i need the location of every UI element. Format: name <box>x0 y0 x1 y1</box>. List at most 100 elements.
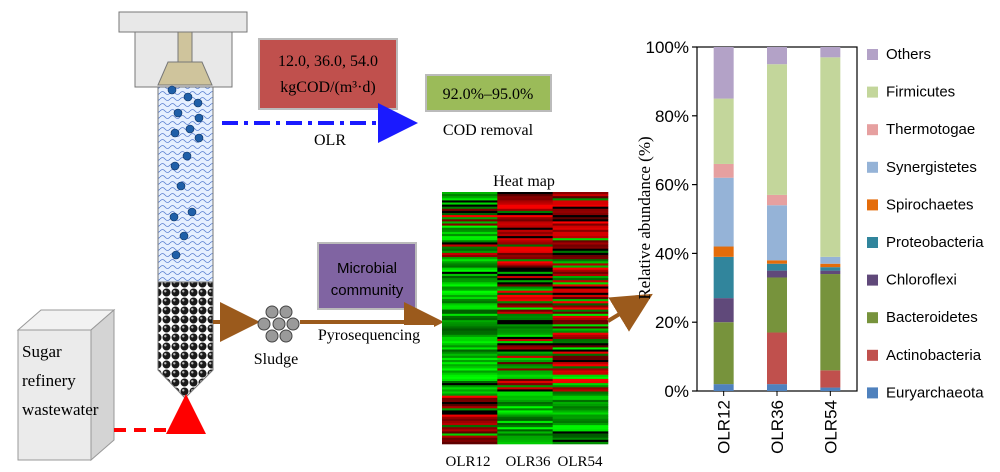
heatmap-cell <box>552 364 609 367</box>
heatmap-cell <box>552 366 609 369</box>
heatmap-cell <box>442 284 498 287</box>
heatmap-cell <box>442 225 498 228</box>
heatmap-cell <box>552 225 609 228</box>
bar-segment-spirochaetes-olr54 <box>820 263 841 268</box>
heatmap-cell <box>552 416 609 420</box>
heatmap-cell <box>552 271 609 275</box>
heatmap-cell <box>442 433 498 436</box>
heatmap-cell <box>497 378 553 382</box>
heatmap-cell <box>497 393 553 396</box>
heatmap-cell <box>497 326 553 329</box>
heatmap-cell <box>497 280 553 283</box>
heatmap-cell <box>442 414 498 417</box>
heatmap-cell <box>442 385 498 388</box>
heatmap-cell <box>442 351 498 354</box>
heatmap-cell <box>442 257 498 260</box>
heatmap-cell <box>442 252 498 256</box>
heatmap-cell <box>552 341 609 344</box>
gas-separator-hood <box>157 61 213 86</box>
y-tick-label: 0% <box>664 382 689 401</box>
wastewater-label-line1: Sugar <box>22 342 62 361</box>
heatmap-cell <box>552 223 609 226</box>
heatmap-cell <box>442 418 498 422</box>
heatmap-cell <box>497 322 553 325</box>
heatmap-cell <box>552 276 609 279</box>
heatmap-cell <box>442 320 498 323</box>
heatmap-cell <box>442 374 498 378</box>
heatmap-cell <box>552 435 609 438</box>
heatmap-cell <box>442 437 498 441</box>
legend-swatch-firmicutes <box>867 86 878 98</box>
heatmap-cell <box>497 383 553 386</box>
x-tick-label-olr12: OLR12 <box>715 400 734 454</box>
heatmap-cell <box>442 223 498 226</box>
heatmap-cell <box>442 303 498 306</box>
heatmap-cell <box>442 219 498 222</box>
olr-label: OLR <box>314 132 346 149</box>
heatmap-cell <box>442 244 498 247</box>
pyrosequencing-label-bg <box>306 325 434 345</box>
heatmap-title: Heat map <box>493 173 555 190</box>
sludge-bed <box>157 281 214 399</box>
heatmap-cell <box>552 267 609 270</box>
heatmap-cell <box>497 204 553 207</box>
heatmap-cell <box>497 278 553 281</box>
heatmap-cell <box>497 408 553 411</box>
heatmap-cell <box>442 439 498 443</box>
heatmap-cell <box>552 280 609 283</box>
heatmap-cell <box>442 238 498 241</box>
heatmap-cell <box>497 219 553 222</box>
legend-swatch-bacteroidetes <box>867 312 878 324</box>
legend-swatch-synergistetes <box>867 161 878 173</box>
heatmap-cell <box>497 297 553 300</box>
heatmap-cell <box>497 370 553 373</box>
heatmap-cell <box>552 441 609 445</box>
heatmap-cell <box>442 402 498 405</box>
heatmap-cell <box>552 286 609 289</box>
heatmap-cell <box>442 261 498 264</box>
heatmap-cell <box>497 368 553 371</box>
heatmap-cell <box>552 349 609 352</box>
heatmap-cell <box>497 324 553 327</box>
heatmap-cell <box>552 389 609 392</box>
heatmap-cell <box>442 311 498 315</box>
legend-label-proteobacteria: Proteobacteria <box>886 234 984 251</box>
heatmap-cell <box>442 357 498 361</box>
heatmap-cell <box>442 362 498 365</box>
heatmap-cell <box>497 307 553 310</box>
heatmap-cell <box>552 309 609 312</box>
heatmap-cell <box>442 326 498 329</box>
heatmap-cell <box>552 263 609 266</box>
heatmap-cell <box>497 320 553 323</box>
heatmap-cell <box>552 334 609 338</box>
heatmap-cell <box>552 418 609 422</box>
heatmap-cell <box>442 324 498 327</box>
bar-segment-spirochaetes-olr36 <box>767 260 787 264</box>
heatmap-cell <box>552 322 609 325</box>
heatmap-cell <box>552 248 609 252</box>
microbial-box-line1: Microbial <box>337 260 397 277</box>
heatmap-cell <box>442 318 498 321</box>
heatmap-cell <box>497 250 553 254</box>
heatmap-cell <box>497 439 553 443</box>
heatmap-cell <box>497 330 553 333</box>
x-tick-label-olr54: OLR54 <box>821 400 840 454</box>
heatmap-cell <box>497 284 553 287</box>
legend-label-euryarchaeota: Euryarchaeota <box>886 384 984 401</box>
heatmap-cell <box>497 399 553 403</box>
heatmap-cell <box>552 332 609 336</box>
heatmap-cell <box>442 416 498 420</box>
heatmap-cell <box>442 231 498 235</box>
heatmap-cell <box>497 387 553 390</box>
heatmap-cell <box>442 406 498 409</box>
heatmap-cell <box>497 276 553 279</box>
heatmap-cell <box>442 248 498 252</box>
bar-segment-firmicutes-olr12 <box>713 98 734 164</box>
heatmap-cell <box>442 309 498 312</box>
microbial-community-box <box>317 242 417 310</box>
heatmap-cell <box>497 223 553 226</box>
heatmap-cell <box>497 210 553 214</box>
heatmap-cell <box>552 318 609 321</box>
heatmap-cell <box>442 286 498 289</box>
